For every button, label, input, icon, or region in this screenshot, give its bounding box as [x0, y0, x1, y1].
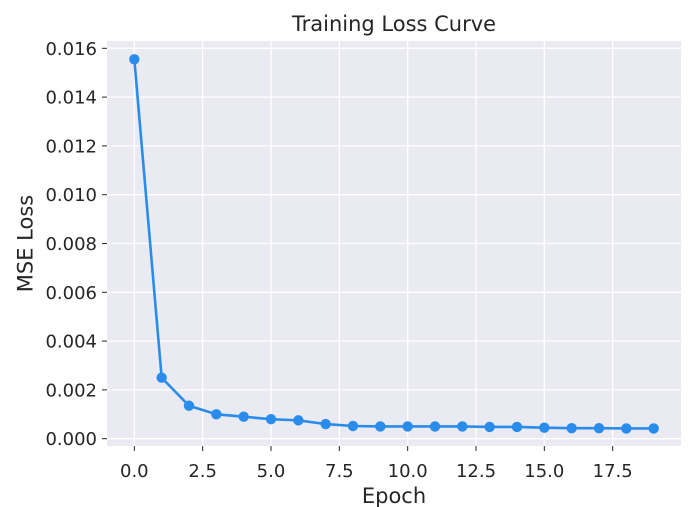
data-point	[320, 418, 331, 430]
data-point	[621, 423, 632, 434]
y-tick-label: 0.006	[45, 283, 97, 304]
x-tick-label: 10.0	[388, 461, 428, 482]
x-tick-label: 2.5	[188, 461, 217, 482]
y-tick-label: 0.012	[45, 136, 97, 157]
x-tick-label: 7.5	[325, 461, 354, 482]
data-point	[593, 422, 605, 434]
y-tick-label: 0.008	[45, 234, 97, 255]
x-tick-label: 17.5	[593, 461, 633, 482]
chart-title: Training Loss Curve	[291, 12, 496, 36]
data-point	[539, 422, 550, 433]
y-tick-label: 0.016	[45, 39, 97, 60]
x-tick-label: 12.5	[456, 461, 496, 482]
data-point	[648, 423, 659, 434]
data-point	[566, 422, 577, 434]
x-tick-label: 0.0	[120, 461, 149, 482]
data-point	[347, 420, 359, 432]
y-tick-label: 0.004	[45, 332, 97, 353]
data-point	[429, 421, 441, 432]
series	[129, 54, 659, 434]
y-axis-label: MSE Loss	[13, 195, 37, 292]
data-point	[238, 411, 249, 422]
axis-ticks: 0.0 2.5 5.0 7.5 10.0 12.5 15.0 17.5 0.000 0.002 0.…	[45, 39, 632, 482]
data-point	[183, 400, 195, 411]
x-tick-label: 15.0	[524, 461, 564, 482]
y-tick-label: 0.002	[45, 380, 97, 401]
data-point	[293, 415, 304, 426]
y-tick-label: 0.010	[45, 185, 97, 206]
data-point	[511, 421, 523, 433]
data-point	[484, 421, 495, 433]
data-point	[375, 421, 386, 432]
data-point	[265, 413, 277, 425]
data-point	[457, 421, 468, 432]
data-point	[129, 54, 140, 65]
data-point	[211, 409, 222, 420]
data-point	[402, 421, 413, 432]
data-point	[156, 372, 167, 383]
grid	[107, 41, 681, 446]
x-axis-label: Epoch	[362, 484, 426, 507]
y-tick-label: 0.000	[45, 429, 97, 450]
y-tick-label: 0.014	[45, 88, 97, 109]
x-tick-label: 5.0	[257, 461, 286, 482]
